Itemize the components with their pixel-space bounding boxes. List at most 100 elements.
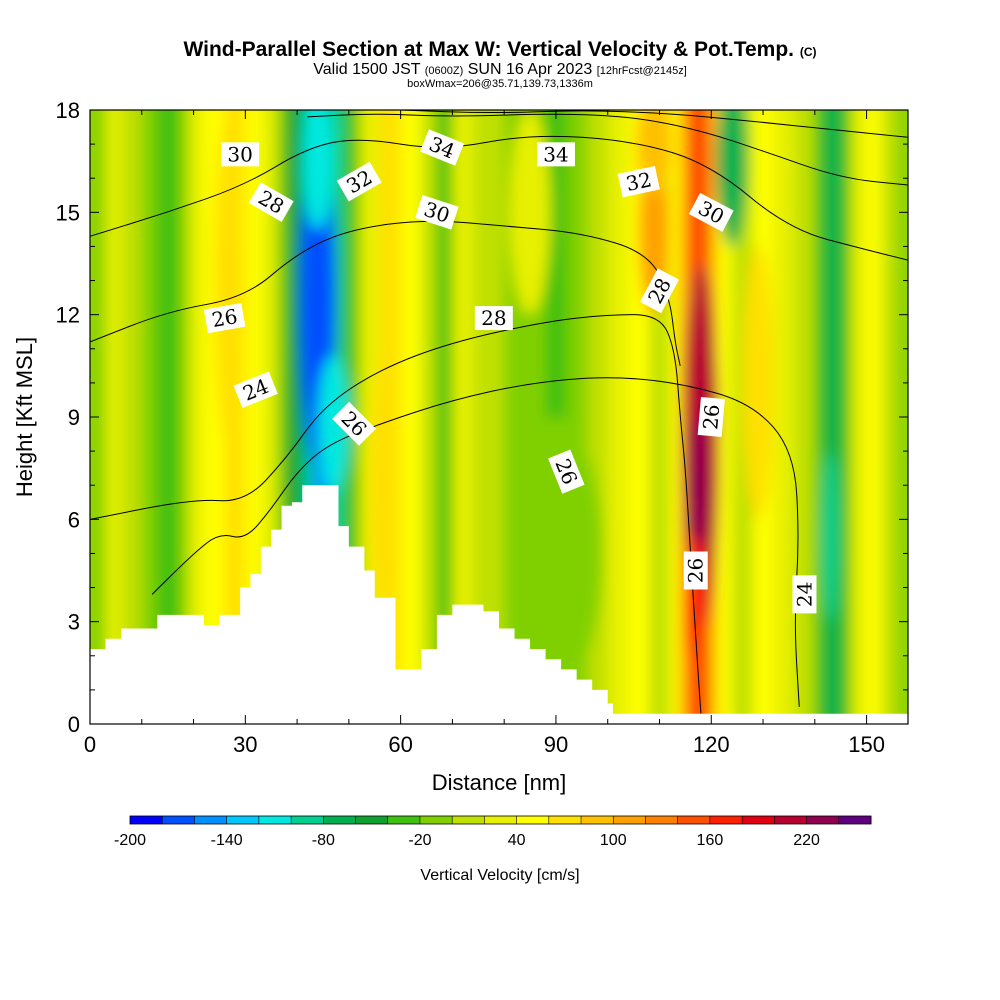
- colorbar-swatch: [387, 816, 421, 824]
- isoline-label-box: [203, 302, 246, 334]
- colorbar-swatch: [806, 816, 840, 824]
- isoline-label-box: [697, 397, 725, 437]
- colorbar-swatch: [548, 816, 582, 824]
- colorbar-swatch: [291, 816, 324, 824]
- colorbar-tick-label: -200: [114, 832, 146, 849]
- colorbar: -200 -140 -80 -20 40 100 160 220: [114, 815, 872, 849]
- velocity-band: [276, 110, 288, 724]
- isoline-label-box: [248, 182, 294, 222]
- colorbar-swatch: [194, 816, 228, 824]
- chart-title: Wind-Parallel Section at Max W: Vertical…: [0, 38, 1000, 62]
- y-tick-label: 6: [68, 507, 80, 532]
- isoline-label-box: [233, 371, 278, 408]
- isoline-label-text: 26: [698, 403, 724, 430]
- forecast-info: [12hrFcst@2145z]: [596, 65, 687, 77]
- colorbar-swatch: [613, 816, 646, 824]
- velocity-core: [369, 348, 401, 622]
- isoline-label-text: 26: [684, 558, 708, 583]
- velocity-core: [742, 246, 774, 520]
- velocity-band: [157, 110, 180, 724]
- velocity-band: [188, 110, 205, 724]
- velocity-core: [317, 355, 349, 493]
- velocity-band: [882, 110, 899, 724]
- isoline-label: 28: [474, 306, 513, 331]
- isoline-label-text: 34: [543, 142, 568, 166]
- velocity-core: [689, 417, 708, 554]
- x-tick-label: 120: [693, 732, 730, 757]
- isoline-label: 26: [683, 551, 708, 590]
- isoline-label-box: [683, 551, 708, 590]
- colorbar-tick-label: 100: [600, 832, 627, 849]
- velocity-band: [825, 110, 842, 724]
- chart-subtitle: boxWmax=206@35.71,139.73,1336m: [407, 78, 593, 90]
- y-tick-label: 0: [68, 712, 80, 737]
- theta-isoline: [400, 110, 908, 138]
- velocity-band: [716, 110, 733, 724]
- colorbar-swatch: [355, 816, 389, 824]
- velocity-band: [814, 110, 827, 724]
- isoline-label-box: [419, 129, 465, 166]
- colorbar-label: Vertical Velocity [cm/s]: [420, 867, 579, 884]
- colorbar-tick-label: -20: [408, 832, 431, 849]
- colorbar-swatch: [162, 816, 195, 824]
- y-tick-label: 15: [56, 200, 80, 225]
- axes: 0 30 60 90 120 150 0 3 6 9 12 15 18: [56, 98, 908, 757]
- terrain: [90, 485, 908, 724]
- colorbar-swatch: [581, 816, 614, 824]
- velocity-band: [851, 110, 868, 724]
- x-tick-label: 90: [544, 732, 568, 757]
- chart-valid-time: Valid 1500 JST (0600Z) SUN 16 Apr 2023 […: [0, 61, 1000, 79]
- plot-area: [90, 110, 908, 724]
- isoline-label: 30: [221, 142, 260, 167]
- isoline-label: 24: [792, 575, 817, 614]
- colorbar-frame: [129, 815, 872, 825]
- x-tick-label: 30: [233, 732, 257, 757]
- colorbar-swatch: [484, 816, 518, 824]
- isoline-label-box: [639, 268, 680, 314]
- velocity-band: [105, 110, 123, 724]
- colorbar-swatch: [645, 816, 679, 824]
- colorbar-swatch: [709, 816, 743, 824]
- colorbar-swatch: [516, 816, 550, 824]
- isoline-label-text: 24: [792, 582, 816, 607]
- colorbar-swatch: [677, 816, 711, 824]
- velocity-band: [794, 110, 816, 724]
- velocity-band: [141, 110, 159, 724]
- isoline-label-text: 26: [210, 304, 239, 332]
- velocity-band: [669, 110, 682, 724]
- isoline-label-text: 30: [227, 142, 252, 166]
- velocity-band: [587, 110, 609, 724]
- valid-date: SUN 16 Apr 2023: [467, 61, 593, 78]
- isoline-label-box: [474, 306, 513, 331]
- colorbar-swatch: [742, 816, 775, 824]
- colorbar-swatch: [419, 816, 453, 824]
- isoline-label-box: [688, 192, 734, 232]
- velocity-band: [897, 110, 908, 724]
- isoline-label: 32: [617, 165, 660, 198]
- colorbar-tick-label: -80: [312, 832, 335, 849]
- isoline-label-box: [336, 161, 382, 202]
- x-tick-label: 0: [84, 732, 96, 757]
- theta-isoline: [90, 314, 702, 714]
- colorbar-swatch: [323, 816, 357, 824]
- velocity-core: [214, 110, 246, 452]
- velocity-band: [421, 110, 438, 724]
- isoline-label-box: [221, 142, 260, 167]
- y-axis-label: Height [Kft MSL]: [12, 337, 37, 497]
- isoline-label: 26: [697, 397, 725, 437]
- velocity-band: [121, 110, 143, 724]
- theta-isoline: [90, 135, 908, 261]
- colorbar-swatch: [226, 816, 260, 824]
- colorbar-swatch: [838, 816, 872, 824]
- isoline-label-text: 32: [624, 167, 654, 196]
- velocity-band: [178, 110, 190, 724]
- colorbar-tick-label: -140: [211, 832, 243, 849]
- isoline-label-box: [617, 165, 660, 198]
- x-tick-label: 150: [848, 732, 885, 757]
- isoline-label-box: [415, 195, 459, 230]
- velocity-band: [840, 110, 853, 724]
- chart-title-tag: (C): [799, 45, 817, 59]
- y-tick-label: 3: [68, 610, 80, 635]
- y-tick-label: 18: [56, 98, 80, 123]
